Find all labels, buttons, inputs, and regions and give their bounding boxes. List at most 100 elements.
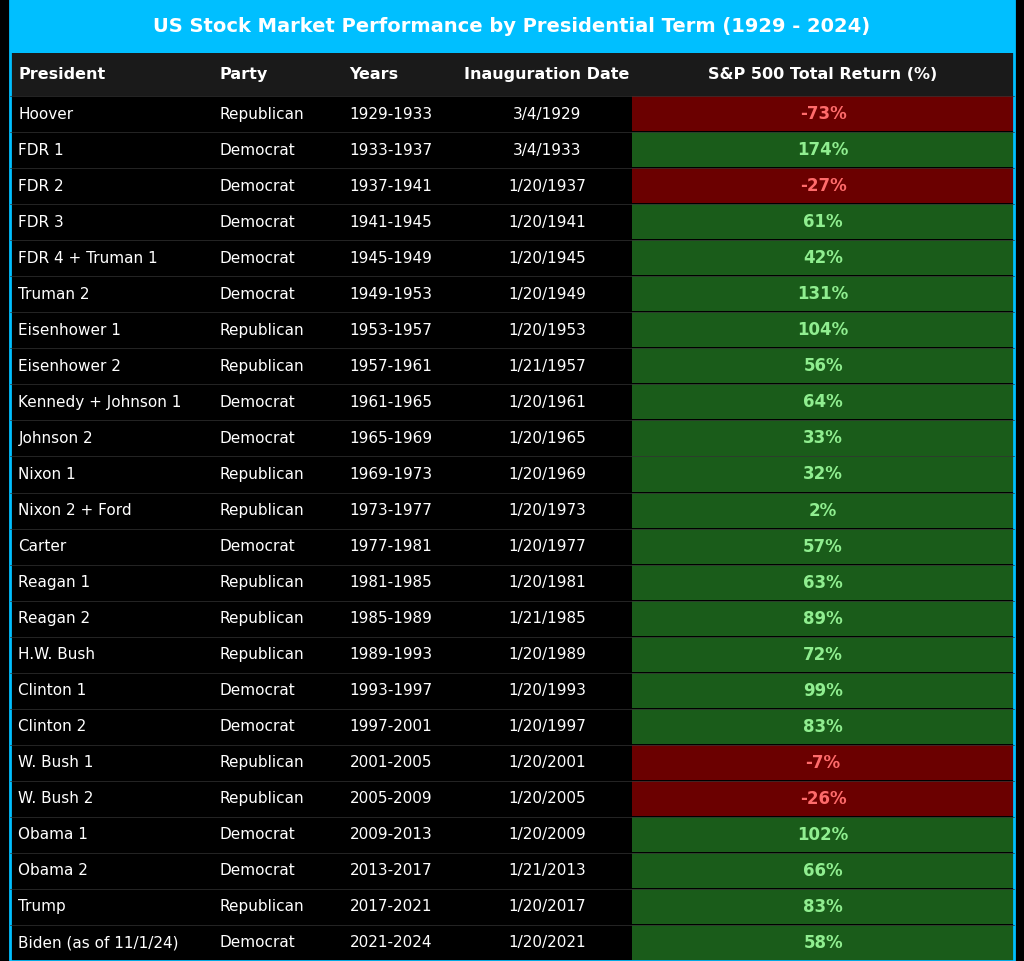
Text: 1993-1997: 1993-1997	[349, 683, 433, 699]
Text: 1/21/1957: 1/21/1957	[508, 358, 586, 374]
Text: W. Bush 2: W. Bush 2	[18, 791, 94, 806]
Text: 1989-1993: 1989-1993	[349, 647, 433, 662]
Text: 2017-2021: 2017-2021	[349, 899, 432, 915]
FancyBboxPatch shape	[633, 240, 1014, 276]
Text: Democrat: Democrat	[219, 179, 295, 194]
Text: 1/20/1989: 1/20/1989	[508, 647, 586, 662]
Text: 1/20/2021: 1/20/2021	[508, 935, 586, 950]
FancyBboxPatch shape	[633, 673, 1014, 707]
FancyBboxPatch shape	[633, 96, 1014, 131]
Text: Democrat: Democrat	[219, 142, 295, 158]
Text: 1/20/1997: 1/20/1997	[508, 719, 586, 734]
FancyBboxPatch shape	[10, 456, 1014, 492]
Text: Reagan 2: Reagan 2	[18, 611, 90, 627]
Text: 61%: 61%	[803, 213, 843, 232]
Text: -73%: -73%	[800, 105, 847, 123]
Text: 1981-1985: 1981-1985	[349, 575, 432, 590]
Text: Republican: Republican	[219, 755, 304, 771]
Text: 1/20/1949: 1/20/1949	[508, 286, 586, 302]
Text: 174%: 174%	[798, 141, 849, 160]
FancyBboxPatch shape	[633, 565, 1014, 600]
FancyBboxPatch shape	[633, 349, 1014, 383]
FancyBboxPatch shape	[633, 277, 1014, 311]
Text: Republican: Republican	[219, 575, 304, 590]
Text: Eisenhower 1: Eisenhower 1	[18, 323, 121, 338]
Text: Democrat: Democrat	[219, 214, 295, 230]
FancyBboxPatch shape	[10, 0, 1014, 53]
Text: 1929-1933: 1929-1933	[349, 107, 433, 122]
Text: Democrat: Democrat	[219, 683, 295, 699]
FancyBboxPatch shape	[10, 709, 1014, 745]
Text: 3/4/1933: 3/4/1933	[513, 142, 582, 158]
Text: 1965-1969: 1965-1969	[349, 431, 433, 446]
Text: US Stock Market Performance by Presidential Term (1929 - 2024): US Stock Market Performance by President…	[154, 17, 870, 36]
FancyBboxPatch shape	[10, 853, 1014, 889]
Text: 99%: 99%	[803, 681, 843, 700]
FancyBboxPatch shape	[10, 565, 1014, 601]
FancyBboxPatch shape	[633, 492, 1014, 528]
Text: Republican: Republican	[219, 467, 304, 482]
Text: Kennedy + Johnson 1: Kennedy + Johnson 1	[18, 395, 182, 410]
FancyBboxPatch shape	[633, 853, 1014, 888]
Text: Republican: Republican	[219, 899, 304, 915]
Text: 1/21/2013: 1/21/2013	[508, 863, 586, 878]
Text: Democrat: Democrat	[219, 251, 295, 266]
Text: Party: Party	[219, 67, 267, 82]
Text: 66%: 66%	[803, 862, 843, 880]
FancyBboxPatch shape	[10, 673, 1014, 709]
FancyBboxPatch shape	[633, 384, 1014, 419]
Text: Hoover: Hoover	[18, 107, 74, 122]
Text: 1/20/1993: 1/20/1993	[508, 683, 586, 699]
Text: 1957-1961: 1957-1961	[349, 358, 432, 374]
FancyBboxPatch shape	[10, 601, 1014, 637]
Text: Democrat: Democrat	[219, 719, 295, 734]
Text: Truman 2: Truman 2	[18, 286, 90, 302]
Text: 1/20/1973: 1/20/1973	[508, 503, 586, 518]
Text: Carter: Carter	[18, 539, 67, 554]
FancyBboxPatch shape	[10, 529, 1014, 565]
Text: Republican: Republican	[219, 647, 304, 662]
Text: 63%: 63%	[803, 574, 843, 592]
Text: Nixon 1: Nixon 1	[18, 467, 76, 482]
FancyBboxPatch shape	[10, 205, 1014, 240]
FancyBboxPatch shape	[633, 312, 1014, 348]
FancyBboxPatch shape	[10, 384, 1014, 421]
Text: 1977-1981: 1977-1981	[349, 539, 432, 554]
Text: 1997-2001: 1997-2001	[349, 719, 432, 734]
FancyBboxPatch shape	[10, 889, 1014, 924]
FancyBboxPatch shape	[633, 456, 1014, 492]
FancyBboxPatch shape	[10, 781, 1014, 817]
Text: President: President	[18, 67, 105, 82]
Text: Democrat: Democrat	[219, 286, 295, 302]
Text: 72%: 72%	[803, 646, 843, 664]
Text: 56%: 56%	[803, 357, 843, 376]
FancyBboxPatch shape	[633, 132, 1014, 167]
Text: 64%: 64%	[803, 393, 843, 411]
FancyBboxPatch shape	[633, 421, 1014, 456]
Text: Obama 2: Obama 2	[18, 863, 88, 878]
Text: 1985-1989: 1985-1989	[349, 611, 432, 627]
FancyBboxPatch shape	[10, 637, 1014, 673]
Text: 1/20/1969: 1/20/1969	[508, 467, 586, 482]
FancyBboxPatch shape	[633, 924, 1014, 960]
Text: 2001-2005: 2001-2005	[349, 755, 432, 771]
Text: 1/20/1937: 1/20/1937	[508, 179, 586, 194]
Text: 1/20/1981: 1/20/1981	[508, 575, 586, 590]
Text: Democrat: Democrat	[219, 395, 295, 410]
FancyBboxPatch shape	[633, 601, 1014, 636]
FancyBboxPatch shape	[10, 312, 1014, 349]
Text: Nixon 2 + Ford: Nixon 2 + Ford	[18, 503, 132, 518]
Text: 1945-1949: 1945-1949	[349, 251, 432, 266]
Text: Johnson 2: Johnson 2	[18, 431, 93, 446]
Text: FDR 4 + Truman 1: FDR 4 + Truman 1	[18, 251, 158, 266]
Text: Republican: Republican	[219, 791, 304, 806]
Text: -7%: -7%	[806, 753, 841, 772]
Text: Reagan 1: Reagan 1	[18, 575, 90, 590]
Text: 1/20/1945: 1/20/1945	[508, 251, 586, 266]
FancyBboxPatch shape	[633, 637, 1014, 672]
Text: Democrat: Democrat	[219, 827, 295, 843]
FancyBboxPatch shape	[10, 132, 1014, 168]
Text: Trump: Trump	[18, 899, 67, 915]
Text: 1/20/2005: 1/20/2005	[508, 791, 586, 806]
Text: 1/20/2017: 1/20/2017	[508, 899, 586, 915]
